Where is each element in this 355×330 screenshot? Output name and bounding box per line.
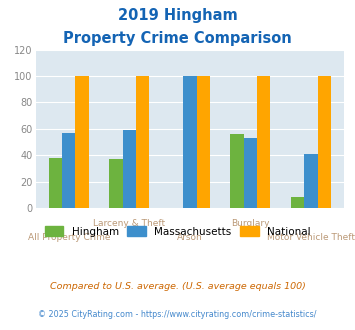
Text: Burglary: Burglary <box>231 219 270 228</box>
Bar <box>244 138 257 208</box>
Bar <box>318 76 331 208</box>
Legend: Hingham, Massachusetts, National: Hingham, Massachusetts, National <box>42 223 313 240</box>
Bar <box>136 76 149 208</box>
Text: Arson: Arson <box>177 233 203 242</box>
Bar <box>291 197 304 208</box>
Bar <box>49 158 62 208</box>
Text: Larceny & Theft: Larceny & Theft <box>93 219 165 228</box>
Bar <box>62 133 76 208</box>
Text: © 2025 CityRating.com - https://www.cityrating.com/crime-statistics/: © 2025 CityRating.com - https://www.city… <box>38 310 317 319</box>
Bar <box>230 134 244 208</box>
Text: Compared to U.S. average. (U.S. average equals 100): Compared to U.S. average. (U.S. average … <box>50 282 305 291</box>
Bar <box>197 76 210 208</box>
Text: 2019 Hingham: 2019 Hingham <box>118 8 237 23</box>
Bar <box>123 130 136 208</box>
Bar <box>109 159 123 208</box>
Bar <box>183 76 197 208</box>
Text: All Property Crime: All Property Crime <box>28 233 110 242</box>
Bar <box>76 76 89 208</box>
Text: Property Crime Comparison: Property Crime Comparison <box>63 31 292 46</box>
Bar <box>304 154 318 208</box>
Bar <box>257 76 271 208</box>
Text: Motor Vehicle Theft: Motor Vehicle Theft <box>267 233 355 242</box>
